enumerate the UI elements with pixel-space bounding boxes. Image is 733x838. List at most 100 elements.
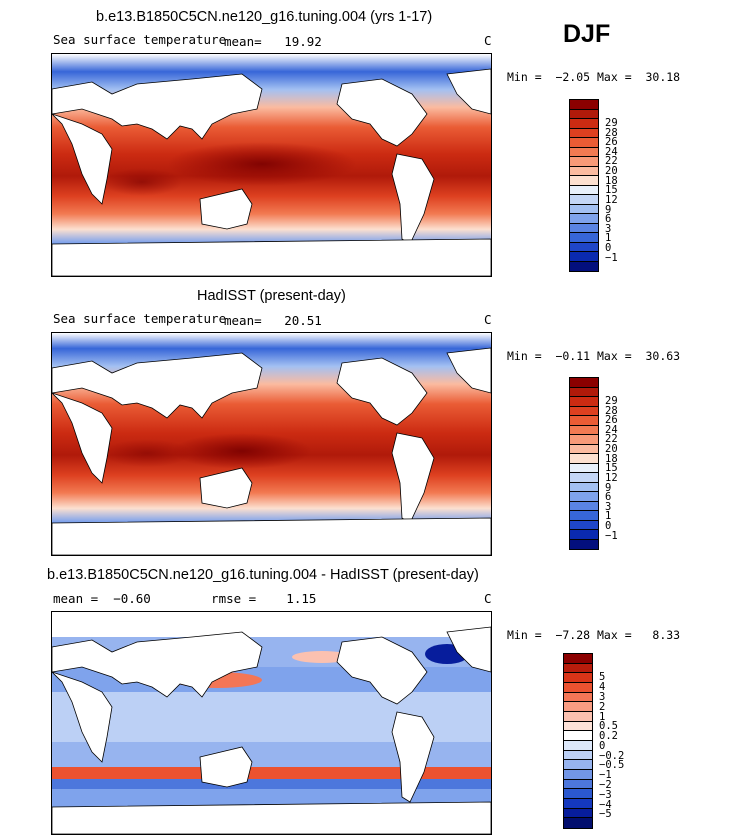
colorbar-labels-obs: 29 28 26 24 22 20 18 15 12 9 6 3 1 0 −1 — [605, 377, 645, 550]
colorbar-tick-label: 24 — [605, 145, 618, 158]
panel-title-obs: HadISST (present-day) — [197, 288, 346, 304]
panel-title-diff: b.e13.B1850C5CN.ne120_g16.tuning.004 - H… — [47, 567, 479, 583]
colorbar-tick-label: 0 — [605, 241, 612, 254]
colorbar-tick-label: 12 — [605, 471, 618, 484]
colorbar-tick-label: 3 — [599, 691, 606, 703]
colorbar-swatch — [564, 789, 592, 799]
colorbar-swatch — [570, 378, 598, 388]
stats-readout-diff: mean = −0.60 rmse = 1.15 — [53, 591, 317, 606]
colorbar-tick-label: −2 — [599, 779, 612, 791]
colorbar-swatch — [570, 166, 598, 176]
colorbar-tick-label: 18 — [605, 174, 618, 187]
colorbar-tick-label: 0 — [599, 739, 606, 752]
colorbar-tick-label: 26 — [605, 414, 618, 427]
colorbar-swatch — [570, 176, 598, 186]
colorbar-tick-label: −4 — [599, 798, 612, 811]
colorbar-tick-label: 26 — [605, 136, 618, 149]
colorbar-swatch — [564, 692, 592, 703]
colorbar-swatch — [570, 185, 598, 195]
colorbar-tick-label: 22 — [605, 155, 618, 168]
colorbar-swatch — [564, 769, 592, 780]
units-label-obs: C — [484, 312, 492, 327]
colorbar-tick-label: 9 — [605, 203, 612, 216]
colorbar-tick-label: 6 — [605, 213, 612, 226]
colorbar-tick-label: 15 — [605, 184, 618, 197]
colorbar-swatch — [564, 740, 592, 751]
sst-difference-map — [51, 611, 492, 835]
colorbar-swatch — [570, 100, 598, 110]
colorbar-swatch — [570, 109, 598, 119]
colorbar-tick-label: −1 — [599, 769, 612, 782]
colorbar-swatch — [564, 682, 592, 693]
colorbar-swatch — [570, 492, 598, 502]
colorbar-tick-label: 0.5 — [599, 720, 618, 733]
colorbar-swatch — [564, 654, 592, 664]
colorbar-swatch — [564, 750, 592, 761]
colorbar-obs — [569, 377, 599, 550]
colorbar-swatch — [570, 157, 598, 167]
colorbar-tick-label: 24 — [605, 423, 618, 436]
colorbar-diff — [563, 653, 593, 829]
colorbar-tick-label: 0 — [605, 519, 612, 532]
colorbar-tick-label: 3 — [605, 222, 612, 235]
colorbar-swatch — [570, 539, 598, 549]
colorbar-swatch — [570, 138, 598, 148]
colorbar-tick-label: 28 — [605, 404, 618, 417]
colorbar-swatch — [570, 406, 598, 416]
colorbar-tick-label: 1 — [605, 232, 612, 245]
colorbar-tick-label: −3 — [599, 788, 612, 801]
colorbar-swatch — [570, 511, 598, 521]
colorbar-swatch — [570, 195, 598, 205]
season-label: DJF — [563, 20, 611, 48]
colorbar-swatch — [564, 798, 592, 809]
colorbar-tick-label: 18 — [605, 452, 618, 465]
sst-map-obs — [51, 332, 492, 556]
colorbar-labels-model: 29 28 26 24 22 20 18 15 12 9 6 3 1 0 −1 — [605, 99, 645, 272]
colorbar-swatch — [564, 818, 592, 828]
colorbar-swatch — [564, 760, 592, 770]
colorbar-swatch — [570, 425, 598, 435]
colorbar-swatch — [570, 387, 598, 397]
colorbar-swatch — [570, 397, 598, 407]
colorbar-swatch — [570, 482, 598, 492]
colorbar-swatch — [570, 435, 598, 445]
colorbar-tick-label: −0.5 — [599, 759, 625, 772]
colorbar-swatch — [564, 663, 592, 674]
mean-value-obs: mean= 20.51 — [224, 313, 322, 328]
colorbar-tick-label: 20 — [605, 165, 618, 178]
panel-title-model: b.e13.B1850C5CN.ne120_g16.tuning.004 (yr… — [96, 9, 433, 25]
colorbar-swatch — [570, 204, 598, 214]
colorbar-tick-label: −0.2 — [599, 749, 625, 762]
colorbar-tick-label: 29 — [605, 117, 618, 130]
colorbar-swatch — [570, 454, 598, 464]
colorbar-tick-label: 4 — [599, 681, 606, 694]
units-label-diff: C — [484, 591, 492, 606]
colorbar-model — [569, 99, 599, 272]
colorbar-tick-label: 20 — [605, 443, 618, 456]
colorbar-swatch — [570, 501, 598, 511]
colorbar-tick-label: 5 — [599, 671, 606, 684]
sst-map-model — [51, 53, 492, 277]
variable-label-model: Sea surface temperature — [53, 32, 227, 47]
min-max-readout-obs: Min = −0.11 Max = 30.63 — [507, 349, 681, 363]
colorbar-tick-label: 2 — [599, 700, 606, 713]
colorbar-swatch — [564, 673, 592, 683]
colorbar-swatch — [564, 779, 592, 790]
colorbar-tick-label: −1 — [605, 529, 618, 542]
colorbar-tick-label: 1 — [605, 510, 612, 523]
colorbar-tick-label: 28 — [605, 126, 618, 139]
colorbar-tick-label: 9 — [605, 481, 612, 494]
colorbar-swatch — [570, 128, 598, 138]
colorbar-tick-label: 3 — [605, 500, 612, 513]
colorbar-swatch — [570, 233, 598, 243]
colorbar-swatch — [570, 242, 598, 252]
colorbar-swatch — [570, 261, 598, 271]
colorbar-swatch — [564, 808, 592, 819]
colorbar-swatch — [570, 473, 598, 483]
colorbar-swatch — [570, 530, 598, 540]
colorbar-swatch — [570, 252, 598, 262]
min-max-readout-model: Min = −2.05 Max = 30.18 — [507, 70, 681, 84]
colorbar-swatch — [570, 147, 598, 157]
colorbar-tick-label: −5 — [599, 808, 612, 821]
colorbar-tick-label: 1 — [599, 710, 606, 723]
